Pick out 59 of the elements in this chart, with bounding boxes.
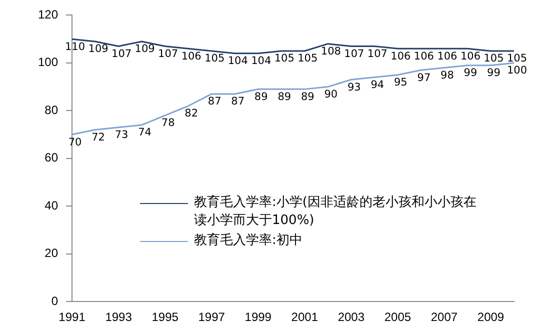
x-tick-label: 2009 xyxy=(477,310,504,324)
data-label: 108 xyxy=(320,46,341,58)
x-tick-label: 1991 xyxy=(58,310,86,324)
data-label: 99 xyxy=(487,67,500,80)
data-label: 87 xyxy=(208,96,222,108)
data-label: 105 xyxy=(204,52,225,65)
data-label: 104 xyxy=(228,55,248,68)
y-tick-label: 80 xyxy=(44,102,58,117)
x-tick-label: 2005 xyxy=(384,310,412,324)
data-label: 78 xyxy=(161,117,175,130)
data-label: 105 xyxy=(298,52,318,65)
data-label: 89 xyxy=(300,90,314,103)
y-tick-label: 40 xyxy=(44,198,58,212)
data-label: 87 xyxy=(231,96,245,108)
data-label: 82 xyxy=(184,108,198,120)
data-label: 106 xyxy=(437,50,458,62)
data-label: 107 xyxy=(112,48,132,60)
data-label: 98 xyxy=(440,69,454,82)
x-tick-label: 2003 xyxy=(338,310,365,324)
y-tick-label: 120 xyxy=(38,8,58,22)
y-tick-label: 60 xyxy=(44,150,58,165)
data-label: 97 xyxy=(417,72,431,84)
data-label: 95 xyxy=(394,76,408,89)
data-label: 106 xyxy=(414,50,434,62)
x-tick-label: 1995 xyxy=(152,310,179,324)
data-label: 106 xyxy=(181,50,202,62)
data-label: 107 xyxy=(158,48,178,60)
data-label: 99 xyxy=(464,67,478,80)
data-label: 109 xyxy=(88,43,108,56)
data-label: 105 xyxy=(506,52,528,65)
legend-label: 教育毛入学率:小学(因非适龄的老小孩和小小孩在读小学而大于100%) xyxy=(194,194,478,230)
data-label: 70 xyxy=(68,136,82,148)
x-tick-label: 1993 xyxy=(105,310,132,324)
data-label: 109 xyxy=(134,43,155,56)
x-tick-label: 2007 xyxy=(430,310,458,324)
data-label: 105 xyxy=(484,52,504,65)
data-label: 90 xyxy=(324,88,338,101)
x-tick-label: 1997 xyxy=(198,310,226,324)
data-label: 73 xyxy=(114,129,128,142)
legend-label: 教育毛入学率:初中 xyxy=(194,232,302,250)
data-label: 106 xyxy=(460,50,481,62)
data-label: 107 xyxy=(367,48,388,60)
data-label: 106 xyxy=(390,50,412,62)
y-tick-label: 0 xyxy=(51,294,58,308)
data-label: 74 xyxy=(138,126,152,139)
data-label: 107 xyxy=(344,48,364,60)
data-label: 105 xyxy=(274,52,294,65)
data-label: 104 xyxy=(251,55,272,68)
data-label: 72 xyxy=(92,131,105,144)
data-label: 110 xyxy=(65,40,86,53)
y-tick-label: 100 xyxy=(38,55,58,70)
data-label: 94 xyxy=(370,78,384,91)
data-label: 89 xyxy=(254,90,268,103)
data-label: 100 xyxy=(506,64,528,77)
x-tick-label: 2001 xyxy=(291,310,318,324)
y-tick-label: 20 xyxy=(44,246,58,260)
x-tick-label: 1999 xyxy=(244,310,272,324)
data-label: 89 xyxy=(278,90,292,103)
data-label: 93 xyxy=(347,81,361,94)
